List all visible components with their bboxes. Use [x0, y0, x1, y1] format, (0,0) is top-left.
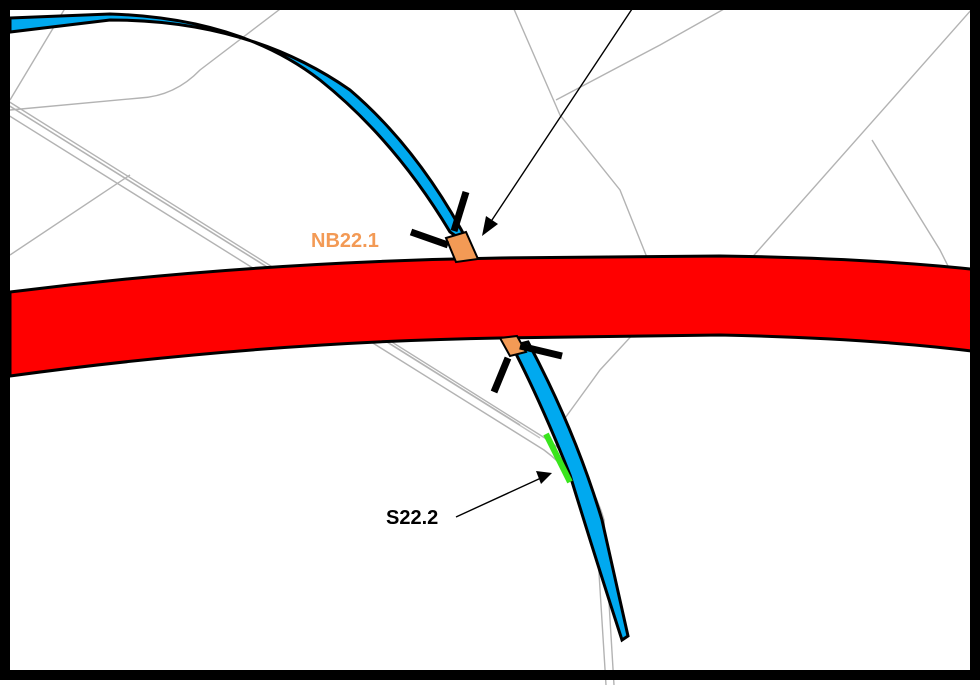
- parcel-lines: [0, 0, 980, 426]
- arrow-line: [455, 477, 542, 518]
- road-edge: [0, 109, 607, 685]
- nb-segment: [444, 230, 480, 264]
- tick: [519, 342, 563, 360]
- s-segment: [543, 432, 573, 484]
- tick: [409, 228, 450, 249]
- boundary-ticks: [409, 190, 563, 394]
- river-lower: [509, 340, 630, 643]
- tick: [490, 356, 512, 394]
- arrow-line: [487, 0, 639, 227]
- road-edge: [0, 95, 615, 685]
- parcel-line: [9, 174, 131, 256]
- tick: [450, 190, 470, 233]
- arrow-head: [482, 216, 498, 236]
- parcel-line: [509, 0, 980, 291]
- arrow-head: [536, 471, 552, 484]
- river-upper: [8, 12, 472, 248]
- s-arrow: [455, 471, 552, 518]
- nb-label: NB22.1: [311, 230, 379, 252]
- nb-segment-south: [498, 334, 528, 358]
- s-label: S22.2: [386, 507, 438, 529]
- nb-arrow: [482, 0, 639, 236]
- parcel-line: [9, 0, 293, 111]
- double-line-road: [0, 95, 615, 685]
- parcel-line: [555, 0, 741, 101]
- crossing-road: [8, 254, 980, 378]
